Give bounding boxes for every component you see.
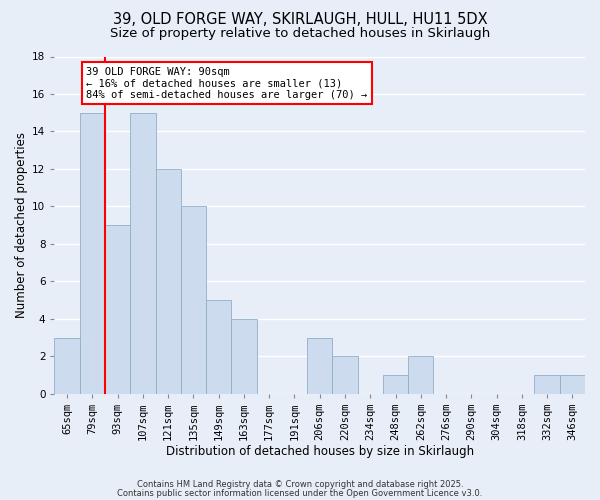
Bar <box>206 300 231 394</box>
Text: 39, OLD FORGE WAY, SKIRLAUGH, HULL, HU11 5DX: 39, OLD FORGE WAY, SKIRLAUGH, HULL, HU11… <box>113 12 487 28</box>
Bar <box>130 112 155 394</box>
Bar <box>231 319 257 394</box>
Y-axis label: Number of detached properties: Number of detached properties <box>15 132 28 318</box>
Bar <box>332 356 358 394</box>
Bar <box>307 338 332 394</box>
Bar <box>105 225 130 394</box>
Bar <box>535 375 560 394</box>
Bar <box>560 375 585 394</box>
Text: Contains public sector information licensed under the Open Government Licence v3: Contains public sector information licen… <box>118 488 482 498</box>
Bar <box>80 112 105 394</box>
Bar <box>181 206 206 394</box>
Text: Contains HM Land Registry data © Crown copyright and database right 2025.: Contains HM Land Registry data © Crown c… <box>137 480 463 489</box>
Bar <box>55 338 80 394</box>
Bar <box>408 356 433 394</box>
Bar <box>383 375 408 394</box>
X-axis label: Distribution of detached houses by size in Skirlaugh: Distribution of detached houses by size … <box>166 444 474 458</box>
Bar <box>155 169 181 394</box>
Text: Size of property relative to detached houses in Skirlaugh: Size of property relative to detached ho… <box>110 28 490 40</box>
Text: 39 OLD FORGE WAY: 90sqm
← 16% of detached houses are smaller (13)
84% of semi-de: 39 OLD FORGE WAY: 90sqm ← 16% of detache… <box>86 66 368 100</box>
